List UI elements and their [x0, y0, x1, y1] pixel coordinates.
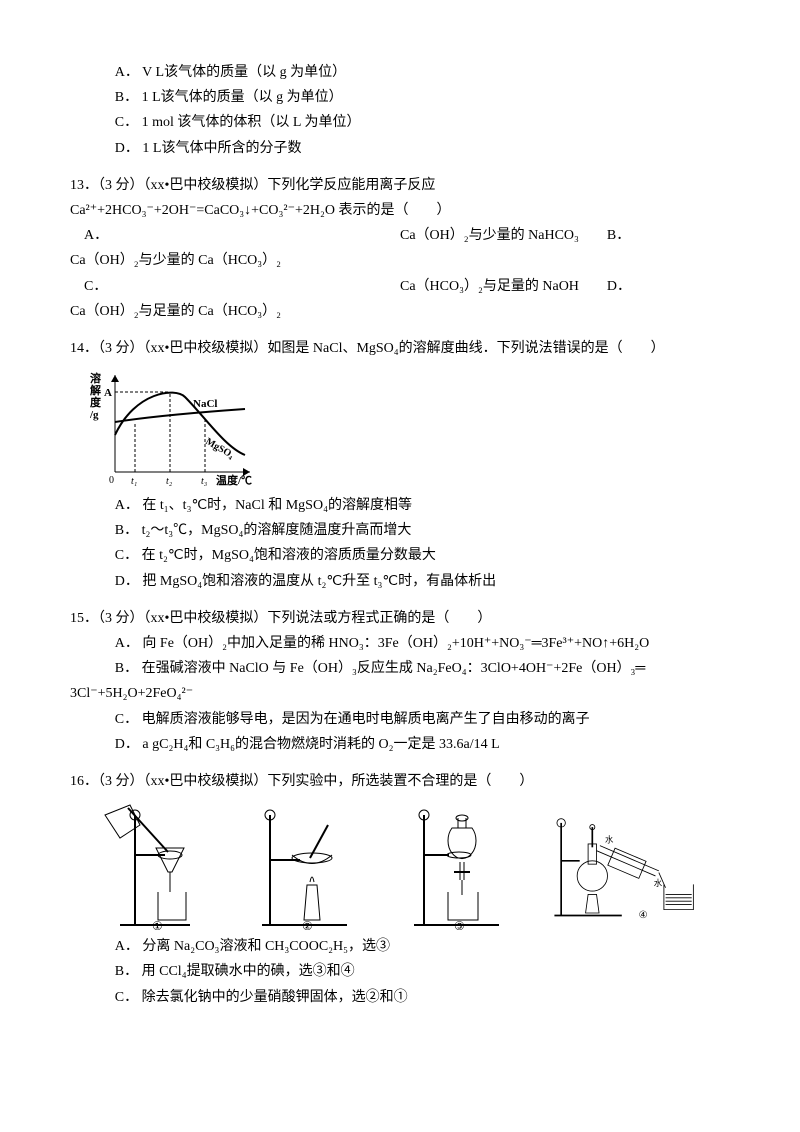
apparatus-3: ③ [394, 800, 534, 930]
opt-A: A． V L该气体的质量（以 g 为单位） [115, 60, 730, 85]
apparatus-1: ① [90, 800, 230, 930]
apparatus-4: 水 水 ④ [546, 800, 686, 930]
q16-B: B． 用 CCl₄提取碘水中的碘，选③和④ [115, 959, 730, 984]
q14-A: A． 在 t₁、t₃℃时，NaCl 和 MgSO₄的溶解度相等 [115, 493, 730, 518]
q14-stem: 14．（3 分）（xx•巴中校级模拟）如图是 NaCl、MgSO₄的溶解度曲线．… [70, 336, 730, 361]
q14-D: D． 把 MgSO₄饱和溶液的温度从 t₂℃升至 t₃℃时，有晶体析出 [115, 569, 730, 594]
svg-text:①: ① [152, 919, 163, 930]
q13-A-lbl: A． [70, 223, 400, 248]
q15-C: C． 电解质溶液能够导电，是因为在通电时电解质电离产生了自由移动的离子 [115, 707, 730, 732]
q13-C-txt: Ca（HCO₃）₂与足量的 NaOH D． [400, 274, 730, 299]
q13-eq: Ca²⁺+2HCO₃⁻+2OH⁻=CaCO₃↓+CO₃²⁻+2H₂O 表示的是（… [70, 198, 730, 223]
q15-cont: 3Cl⁻+5H₂O+2FeO₄²⁻ [70, 681, 730, 706]
svg-text:t₂: t₂ [166, 476, 173, 487]
svg-text:溶: 溶 [90, 371, 101, 385]
optC: Ca（HCO₃）₂与足量的 NaOH [400, 279, 579, 294]
q15-D: D． a gC₂H₄和 C₃H₆的混合物燃烧时消耗的 O₂一定是 33.6a/1… [115, 732, 730, 757]
q14: 14．（3 分）（xx•巴中校级模拟）如图是 NaCl、MgSO₄的溶解度曲线．… [70, 336, 730, 594]
svg-text:解: 解 [90, 383, 101, 397]
q13-A-txt: Ca（OH）₂与少量的 NaHCO₃ B． [400, 223, 730, 248]
svg-text:NaCl: NaCl [193, 398, 217, 410]
svg-text:③: ③ [454, 919, 465, 930]
svg-text:0: 0 [109, 475, 114, 486]
q15: 15．（3 分）（xx•巴中校级模拟）下列说法或方程式正确的是（ ） A． 向 … [70, 606, 730, 757]
svg-text:度: 度 [90, 395, 102, 409]
svg-text:水: 水 [605, 834, 614, 844]
q13: 13．（3 分）（xx•巴中校级模拟）下列化学反应能用离子反应 Ca²⁺+2HC… [70, 173, 730, 324]
svg-text:t₁: t₁ [131, 476, 137, 487]
lblD: D． [607, 279, 631, 294]
q13-row1: A． Ca（OH）₂与少量的 NaHCO₃ B． [70, 223, 730, 248]
lblB: B． [607, 228, 630, 243]
optA: Ca（OH）₂与少量的 NaHCO₃ [400, 228, 579, 243]
q16-stem: 16．（3 分）（xx•巴中校级模拟）下列实验中，所选装置不合理的是（ ） [70, 769, 730, 794]
q13-C-lbl: C． [70, 274, 400, 299]
svg-text:②: ② [302, 919, 313, 930]
opt-B: B． 1 L该气体的质量（以 g 为单位） [115, 85, 730, 110]
q14-C: C． 在 t₂℃时，MgSO₄饱和溶液的溶质质量分数最大 [115, 543, 730, 568]
apparatus-figures: ① ② [90, 800, 730, 930]
q13-row2: C． Ca（HCO₃）₂与足量的 NaOH D． [70, 274, 730, 299]
lblA: A． [84, 228, 108, 243]
q15-A: A． 向 Fe（OH）₂中加入足量的稀 HNO₃：3Fe（OH）₂+10H⁺+N… [115, 631, 730, 656]
svg-text:A: A [104, 387, 112, 399]
q16-A: A． 分离 Na₂CO₃溶液和 CH₃COOC₂H₅，选③ [115, 934, 730, 959]
q13-stem: 13．（3 分）（xx•巴中校级模拟）下列化学反应能用离子反应 [70, 173, 730, 198]
svg-text:④: ④ [639, 910, 648, 921]
svg-text:/g: /g [90, 409, 99, 421]
q14-B: B． t₂～t₃℃，MgSO₄的溶解度随温度升高而增大 [115, 518, 730, 543]
q12-options: A． V L该气体的质量（以 g 为单位） B． 1 L该气体的质量（以 g 为… [70, 60, 730, 161]
solubility-chart: 溶 解 度 /g A NaCl MgSO₄ 0 t₁ t₂ t₃ 温度/℃ [90, 367, 260, 487]
svg-text:水: 水 [654, 878, 663, 888]
q13-B-txt: Ca（OH）₂与少量的 Ca（HCO₃）₂ [70, 248, 730, 273]
q16-C: C． 除去氯化钠中的少量硝酸钾固体，选②和① [115, 985, 730, 1010]
lblC: C． [84, 279, 107, 294]
svg-text:温度/℃: 温度/℃ [216, 473, 252, 487]
q16: 16．（3 分）（xx•巴中校级模拟）下列实验中，所选装置不合理的是（ ） ① [70, 769, 730, 1010]
q15-stem: 15．（3 分）（xx•巴中校级模拟）下列说法或方程式正确的是（ ） [70, 606, 730, 631]
svg-text:MgSO₄: MgSO₄ [204, 436, 236, 461]
q13-D-txt: Ca（OH）₂与足量的 Ca（HCO₃）₂ [70, 299, 730, 324]
apparatus-2: ② [242, 800, 382, 930]
q15-B: B． 在强碱溶液中 NaClO 与 Fe（OH）₃反应生成 Na₂FeO₄：3C… [115, 656, 730, 681]
opt-D: D． 1 L该气体中所含的分子数 [115, 136, 730, 161]
opt-C: C． 1 mol 该气体的体积（以 L 为单位） [115, 110, 730, 135]
svg-text:t₃: t₃ [201, 476, 208, 487]
